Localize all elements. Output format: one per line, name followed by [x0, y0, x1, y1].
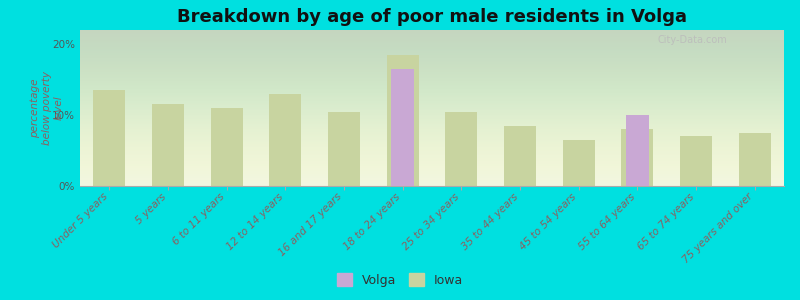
Bar — [93, 90, 126, 186]
Bar — [445, 112, 478, 186]
Text: City-Data.com: City-Data.com — [658, 35, 727, 45]
Bar — [328, 112, 360, 186]
Bar — [152, 104, 184, 186]
Bar — [391, 69, 414, 186]
Y-axis label: percentage
below poverty
level: percentage below poverty level — [30, 71, 63, 145]
Bar — [626, 115, 649, 186]
Bar — [621, 129, 654, 186]
Bar — [386, 55, 419, 186]
Legend: Volga, Iowa: Volga, Iowa — [333, 270, 467, 291]
Bar — [504, 126, 536, 186]
Title: Breakdown by age of poor male residents in Volga: Breakdown by age of poor male residents … — [177, 8, 687, 26]
Bar — [210, 108, 243, 186]
Bar — [680, 136, 712, 186]
Bar — [562, 140, 594, 186]
Bar — [738, 133, 770, 186]
Bar — [269, 94, 302, 186]
